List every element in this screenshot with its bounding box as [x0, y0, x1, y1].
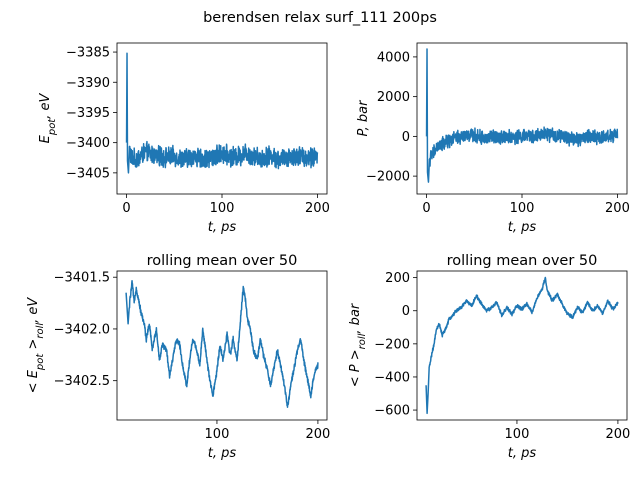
- y-tick-label: −600: [374, 404, 410, 419]
- x-tick-label: 200: [605, 201, 630, 216]
- x-axis-label: t, ps: [208, 220, 237, 235]
- y-tick-label: −3385: [66, 46, 110, 61]
- x-tick-label: 0: [122, 201, 130, 216]
- subplot-grid: 0 100 200 −3405 −3400 −3395 −3390 −3385 t, ps Epo…: [26, 42, 630, 461]
- axes-frame: [416, 270, 628, 421]
- y-tick-label: −3401.5: [54, 271, 110, 286]
- y-axis-label: < Epot >roll, eV: [26, 297, 46, 394]
- y-tick-label: −3402.0: [54, 322, 110, 337]
- y-tick-label: 0: [402, 130, 410, 145]
- x-tick-label: 100: [210, 201, 235, 216]
- series-line-1: [425, 48, 619, 183]
- figure-suptitle: berendsen relax surf_111 200ps: [203, 10, 437, 26]
- x-tick-label: 100: [205, 427, 230, 442]
- y-tick-label: −3395: [66, 106, 110, 121]
- series-line-1: [125, 52, 319, 174]
- y-tick-label: −3405: [66, 166, 110, 181]
- axes-frame: [116, 270, 328, 421]
- y-tick-label: −2000: [366, 170, 410, 185]
- subplot-title: rolling mean over 50: [147, 253, 298, 269]
- subplot-3: 100 200 −3402.5 −3402.0 −3401.5 t, ps < Epot >…: [26, 253, 330, 461]
- x-tick-label: 0: [422, 201, 430, 216]
- subplot-title: rolling mean over 50: [447, 253, 598, 269]
- x-axis-label: t, ps: [508, 220, 537, 235]
- y-axis-label: P, bar: [356, 99, 371, 137]
- y-tick-label: −400: [374, 370, 410, 385]
- y-tick-label: 4000: [377, 50, 410, 65]
- x-tick-label: 200: [305, 201, 330, 216]
- subplot-1: 0 100 200 −3405 −3400 −3395 −3390 −3385 t, ps Epo…: [38, 42, 330, 235]
- subplot-4: 100 200 −600 −400 −200 0 200 t, ps < P >roll, ba…: [348, 253, 630, 461]
- y-axis-label: < P >roll, bar: [348, 302, 368, 387]
- x-tick-label: 200: [605, 427, 630, 442]
- x-tick-label: 200: [305, 427, 330, 442]
- x-tick-label: 100: [510, 201, 535, 216]
- subplot-2: 0 100 200 −2000 0 2000 4000 t, ps P, bar: [356, 42, 630, 235]
- series-line-1: [425, 276, 619, 415]
- y-tick-label: −3402.5: [54, 374, 110, 389]
- y-tick-label: 0: [402, 304, 410, 319]
- series-line-1: [125, 279, 319, 408]
- y-tick-label: −3390: [66, 76, 110, 91]
- y-tick-label: −3400: [66, 136, 110, 151]
- x-tick-label: 100: [505, 427, 530, 442]
- y-tick-label: −200: [374, 337, 410, 352]
- y-tick-label: 200: [385, 271, 410, 286]
- y-tick-label: 2000: [377, 90, 410, 105]
- x-axis-label: t, ps: [508, 446, 537, 461]
- y-axis-label: Epot, eV: [38, 93, 58, 144]
- x-axis-label: t, ps: [208, 446, 237, 461]
